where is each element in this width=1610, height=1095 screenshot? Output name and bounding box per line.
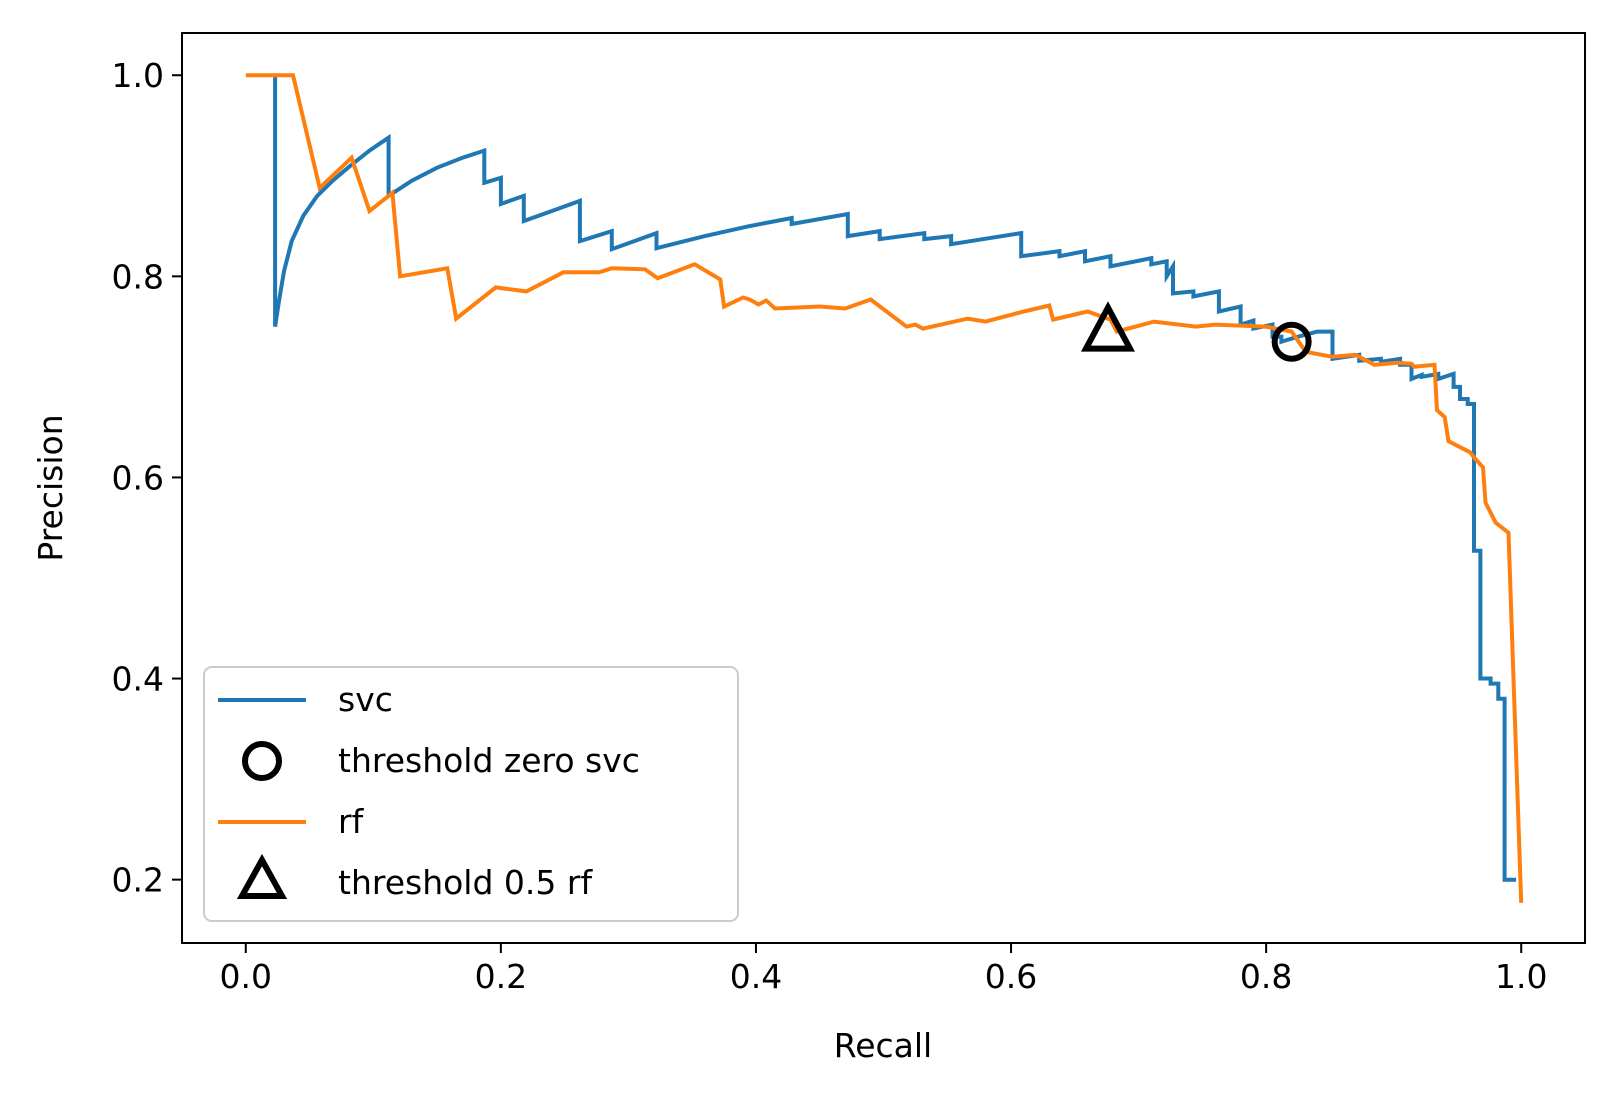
x-axis: 0.0 0.2 0.4 0.6 0.8 1.0 xyxy=(220,943,1547,996)
legend-rf-label: rf xyxy=(338,802,365,841)
legend-svc-label: svc xyxy=(338,680,393,719)
y-tick-label: 0.4 xyxy=(112,660,164,699)
series-line-svc xyxy=(273,75,1517,882)
legend-box xyxy=(203,666,739,922)
x-axis-label: Recall xyxy=(834,1026,932,1065)
legend-threshold-rf-label: threshold 0.5 rf xyxy=(338,863,593,902)
x-tick-label: 0.2 xyxy=(475,957,527,996)
y-tick-label: 0.6 xyxy=(112,458,164,497)
threshold-rf-marker xyxy=(1080,301,1135,352)
marker-layer xyxy=(1080,301,1312,362)
y-tick-label: 0.8 xyxy=(112,257,164,296)
series-line-rf xyxy=(245,73,1524,903)
legend-threshold-zero-svc-label: threshold zero svc xyxy=(338,741,640,780)
y-tick-label: 0.2 xyxy=(112,861,164,900)
series-layer xyxy=(245,73,1524,903)
x-tick-label: 0.6 xyxy=(985,957,1037,996)
plot-frame xyxy=(181,32,1586,944)
x-tick-label: 0.8 xyxy=(1240,957,1292,996)
triangle-marker-icon xyxy=(236,853,288,899)
x-tick-label: 1.0 xyxy=(1495,957,1547,996)
y-tick-label: 1.0 xyxy=(112,56,164,95)
y-axis: 0.2 0.4 0.6 0.8 1.0 xyxy=(112,56,182,900)
x-tick-label: 0.4 xyxy=(730,957,782,996)
threshold-zero-svc-marker xyxy=(1271,321,1312,362)
y-axis-label: Precision xyxy=(31,414,70,561)
circle-marker-icon xyxy=(242,741,282,781)
x-tick-label: 0.0 xyxy=(220,957,272,996)
legend: svc threshold zero svc rf threshold 0.5 … xyxy=(203,666,739,922)
